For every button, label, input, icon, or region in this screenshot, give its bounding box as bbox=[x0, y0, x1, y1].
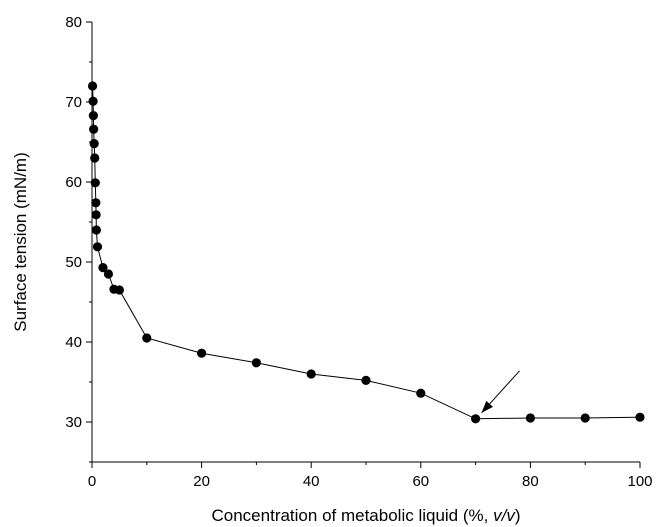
data-point bbox=[471, 414, 481, 424]
x-axis-title-italic: v/v bbox=[493, 506, 516, 525]
data-point bbox=[87, 81, 98, 91]
data-point bbox=[91, 198, 101, 208]
data-point bbox=[98, 263, 108, 273]
x-axis-title: Concentration of metabolic liquid (%, v/… bbox=[212, 506, 521, 525]
y-ticks: 30 40 50 60 70 80 bbox=[65, 14, 92, 463]
y-tick-label: 60 bbox=[65, 174, 82, 191]
x-tick-label: 60 bbox=[412, 473, 429, 490]
data-point bbox=[89, 124, 99, 134]
x-tick-label: 80 bbox=[522, 473, 539, 490]
x-tick-label: 20 bbox=[193, 473, 210, 490]
x-axis-title-close: ) bbox=[515, 506, 521, 525]
x-axis-title-main: Concentration of metabolic liquid (%, bbox=[212, 506, 494, 525]
axes bbox=[91, 22, 640, 463]
data-point bbox=[251, 358, 261, 368]
x-tick-label: 0 bbox=[88, 473, 96, 490]
data-point bbox=[89, 139, 99, 149]
x-ticks: 0 20 40 60 80 100 bbox=[88, 462, 653, 490]
y-tick-label: 70 bbox=[65, 94, 82, 111]
data-point bbox=[91, 210, 101, 220]
annotations bbox=[481, 370, 520, 414]
y-axis-title: Surface tension (mN/m) bbox=[11, 152, 30, 332]
data-point bbox=[416, 388, 426, 398]
data-point bbox=[114, 285, 124, 295]
data-point bbox=[90, 178, 100, 188]
data-point bbox=[525, 413, 536, 423]
data-point bbox=[197, 348, 207, 358]
data-point bbox=[103, 269, 114, 279]
y-tick-label: 80 bbox=[65, 14, 82, 31]
data-point bbox=[92, 242, 103, 252]
data-point bbox=[90, 153, 100, 163]
data-point bbox=[635, 412, 645, 422]
annotation-arrow-head bbox=[481, 400, 493, 413]
data-series bbox=[87, 81, 645, 424]
data-point bbox=[361, 375, 371, 385]
data-point bbox=[306, 369, 316, 379]
x-tick-label: 100 bbox=[627, 473, 652, 490]
y-tick-label: 40 bbox=[65, 334, 82, 351]
series-line bbox=[92, 85, 641, 420]
data-point bbox=[142, 333, 152, 343]
data-point bbox=[580, 413, 590, 423]
x-tick-label: 40 bbox=[303, 473, 320, 490]
y-tick-label: 50 bbox=[65, 254, 82, 271]
data-point bbox=[88, 111, 98, 121]
data-point bbox=[91, 225, 101, 235]
data-point bbox=[88, 96, 98, 106]
y-tick-label: 30 bbox=[65, 414, 82, 431]
